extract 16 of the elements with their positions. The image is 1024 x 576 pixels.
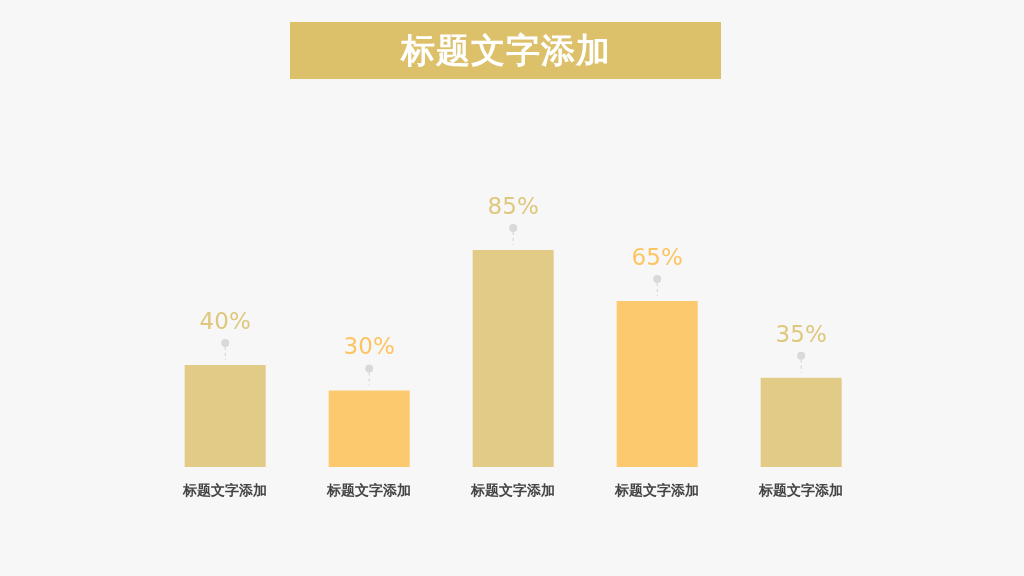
bar	[616, 301, 698, 467]
x-tick-label: 标题文字添加	[470, 482, 555, 498]
data-label: 40%	[199, 307, 251, 334]
chart-title: 标题文字添加	[400, 28, 611, 72]
bar	[184, 364, 266, 467]
data-label: 65%	[631, 244, 683, 271]
bar	[760, 377, 842, 467]
x-tick-label: 标题文字添加	[326, 482, 411, 498]
data-label: 35%	[775, 320, 827, 347]
x-tick-label: 标题文字添加	[758, 482, 843, 498]
data-label: 30%	[343, 333, 395, 360]
x-tick-label: 标题文字添加	[614, 482, 699, 498]
data-label: 85%	[487, 193, 539, 219]
x-tick-label: 标题文字添加	[182, 482, 267, 498]
bar	[472, 250, 554, 467]
bar	[328, 390, 410, 467]
